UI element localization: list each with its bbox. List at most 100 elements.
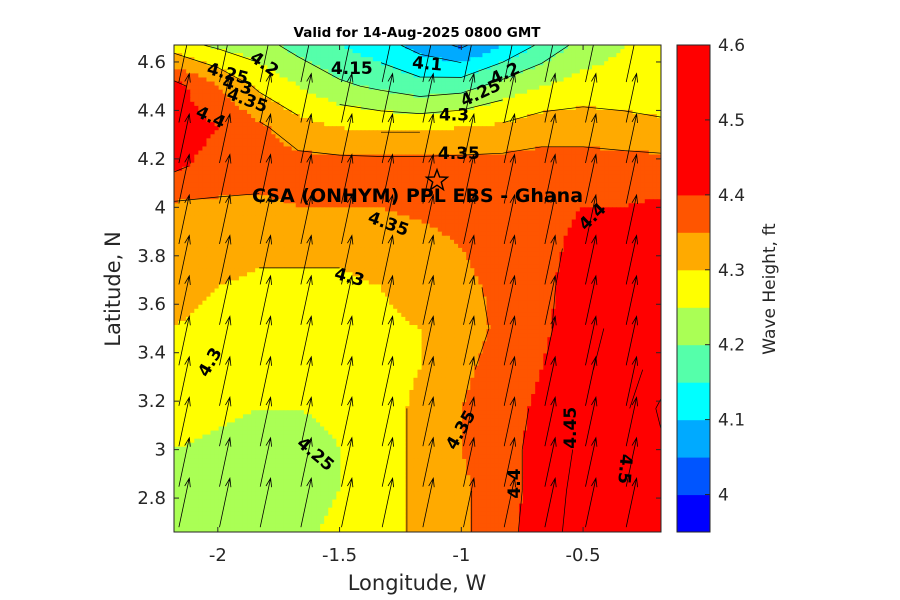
heatmap-cell	[413, 142, 419, 148]
heatmap-cell	[218, 81, 224, 87]
heatmap-cell	[531, 174, 536, 180]
heatmap-cell	[490, 170, 496, 176]
heatmap-cell	[393, 174, 398, 180]
heatmap-cell	[380, 142, 386, 148]
heatmap-cell	[401, 170, 406, 176]
heatmap-cell	[547, 150, 553, 156]
heatmap-cell	[178, 199, 183, 204]
heatmap-cell	[271, 85, 277, 91]
heatmap-cell	[255, 118, 260, 123]
heatmap-cell	[364, 61, 370, 66]
heatmap-cell	[518, 150, 524, 156]
heatmap-cell	[644, 97, 650, 103]
heatmap-cell	[592, 122, 597, 127]
heatmap-cell	[518, 105, 524, 111]
heatmap-cell	[612, 191, 617, 196]
heatmap-cell	[604, 142, 609, 148]
heatmap-cell	[283, 207, 289, 212]
heatmap-cell	[352, 105, 358, 111]
heatmap-cell	[632, 178, 638, 184]
heatmap-cell	[620, 69, 626, 75]
heatmap-cell	[575, 195, 581, 200]
heatmap-cell	[640, 174, 646, 180]
heatmap-cell	[299, 122, 305, 127]
heatmap-cell	[531, 126, 536, 131]
heatmap-cell	[445, 61, 451, 66]
heatmap-cell	[251, 150, 256, 156]
heatmap-cell	[279, 154, 285, 160]
heatmap-cell	[624, 65, 630, 70]
heatmap-cell	[348, 101, 354, 107]
heatmap-cell	[283, 142, 289, 148]
heatmap-cell	[624, 89, 630, 95]
heatmap-cell	[502, 134, 508, 139]
heatmap-cell	[421, 77, 427, 83]
heatmap-cell	[263, 109, 268, 115]
heatmap-cell	[198, 150, 204, 156]
heatmap-cell	[385, 69, 390, 75]
heatmap-cell	[242, 178, 248, 184]
heatmap-cell	[417, 162, 423, 168]
heatmap-cell	[624, 170, 630, 176]
heatmap-cell	[563, 130, 569, 135]
heatmap-cell	[275, 89, 281, 95]
heatmap-cell	[466, 73, 471, 79]
heatmap-cell	[632, 146, 638, 152]
heatmap-cell	[441, 146, 447, 152]
heatmap-cell	[206, 174, 212, 180]
heatmap-cell	[259, 211, 264, 217]
heatmap-cell	[356, 105, 362, 111]
heatmap-cell	[583, 81, 589, 87]
heatmap-cell	[632, 69, 638, 75]
heatmap-cell	[389, 166, 394, 172]
heatmap-cell	[445, 207, 451, 212]
heatmap-cell	[401, 207, 406, 212]
heatmap-cell	[234, 138, 240, 143]
heatmap-cell	[340, 65, 346, 70]
heatmap-cell	[543, 162, 548, 168]
heatmap-cell	[348, 166, 354, 172]
heatmap-cell	[182, 77, 187, 83]
heatmap-cell	[535, 142, 540, 148]
heatmap-cell	[437, 65, 443, 70]
heatmap-cell	[551, 97, 557, 103]
heatmap-cell	[299, 146, 305, 152]
heatmap-cell	[397, 195, 402, 200]
heatmap-cell	[567, 174, 573, 180]
heatmap-cell	[636, 170, 642, 176]
heatmap-cell	[547, 162, 553, 168]
heatmap-cell	[242, 138, 248, 143]
heatmap-cell	[486, 126, 492, 131]
heatmap-cell	[348, 85, 354, 91]
heatmap-cell	[437, 138, 443, 143]
heatmap-cell	[648, 203, 654, 208]
heatmap-cell	[583, 174, 589, 180]
heatmap-cell	[283, 118, 289, 123]
heatmap-cell	[299, 109, 305, 115]
heatmap-cell	[279, 191, 285, 196]
heatmap-cell	[174, 61, 179, 66]
heatmap-cell	[356, 49, 362, 54]
heatmap-cell	[242, 158, 248, 164]
heatmap-cell	[579, 45, 585, 50]
heatmap-cell	[332, 174, 337, 180]
heatmap-cell	[523, 69, 528, 75]
heatmap-cell	[324, 61, 329, 66]
heatmap-cell	[587, 166, 593, 172]
heatmap-cell	[490, 134, 496, 139]
heatmap-cell	[600, 73, 605, 79]
heatmap-cell	[514, 142, 520, 148]
heatmap-cell	[279, 178, 285, 184]
heatmap-cell	[186, 69, 191, 75]
heatmap-cell	[320, 77, 325, 83]
heatmap-cell	[567, 122, 573, 127]
heatmap-cell	[644, 170, 650, 176]
heatmap-cell	[393, 85, 398, 91]
heatmap-cell	[656, 89, 661, 95]
heatmap-cell	[543, 122, 548, 127]
heatmap-cell	[632, 49, 638, 54]
heatmap-cell	[575, 61, 581, 66]
heatmap-cell	[360, 109, 366, 115]
heatmap-cell	[214, 109, 220, 115]
heatmap-cell	[409, 101, 415, 107]
